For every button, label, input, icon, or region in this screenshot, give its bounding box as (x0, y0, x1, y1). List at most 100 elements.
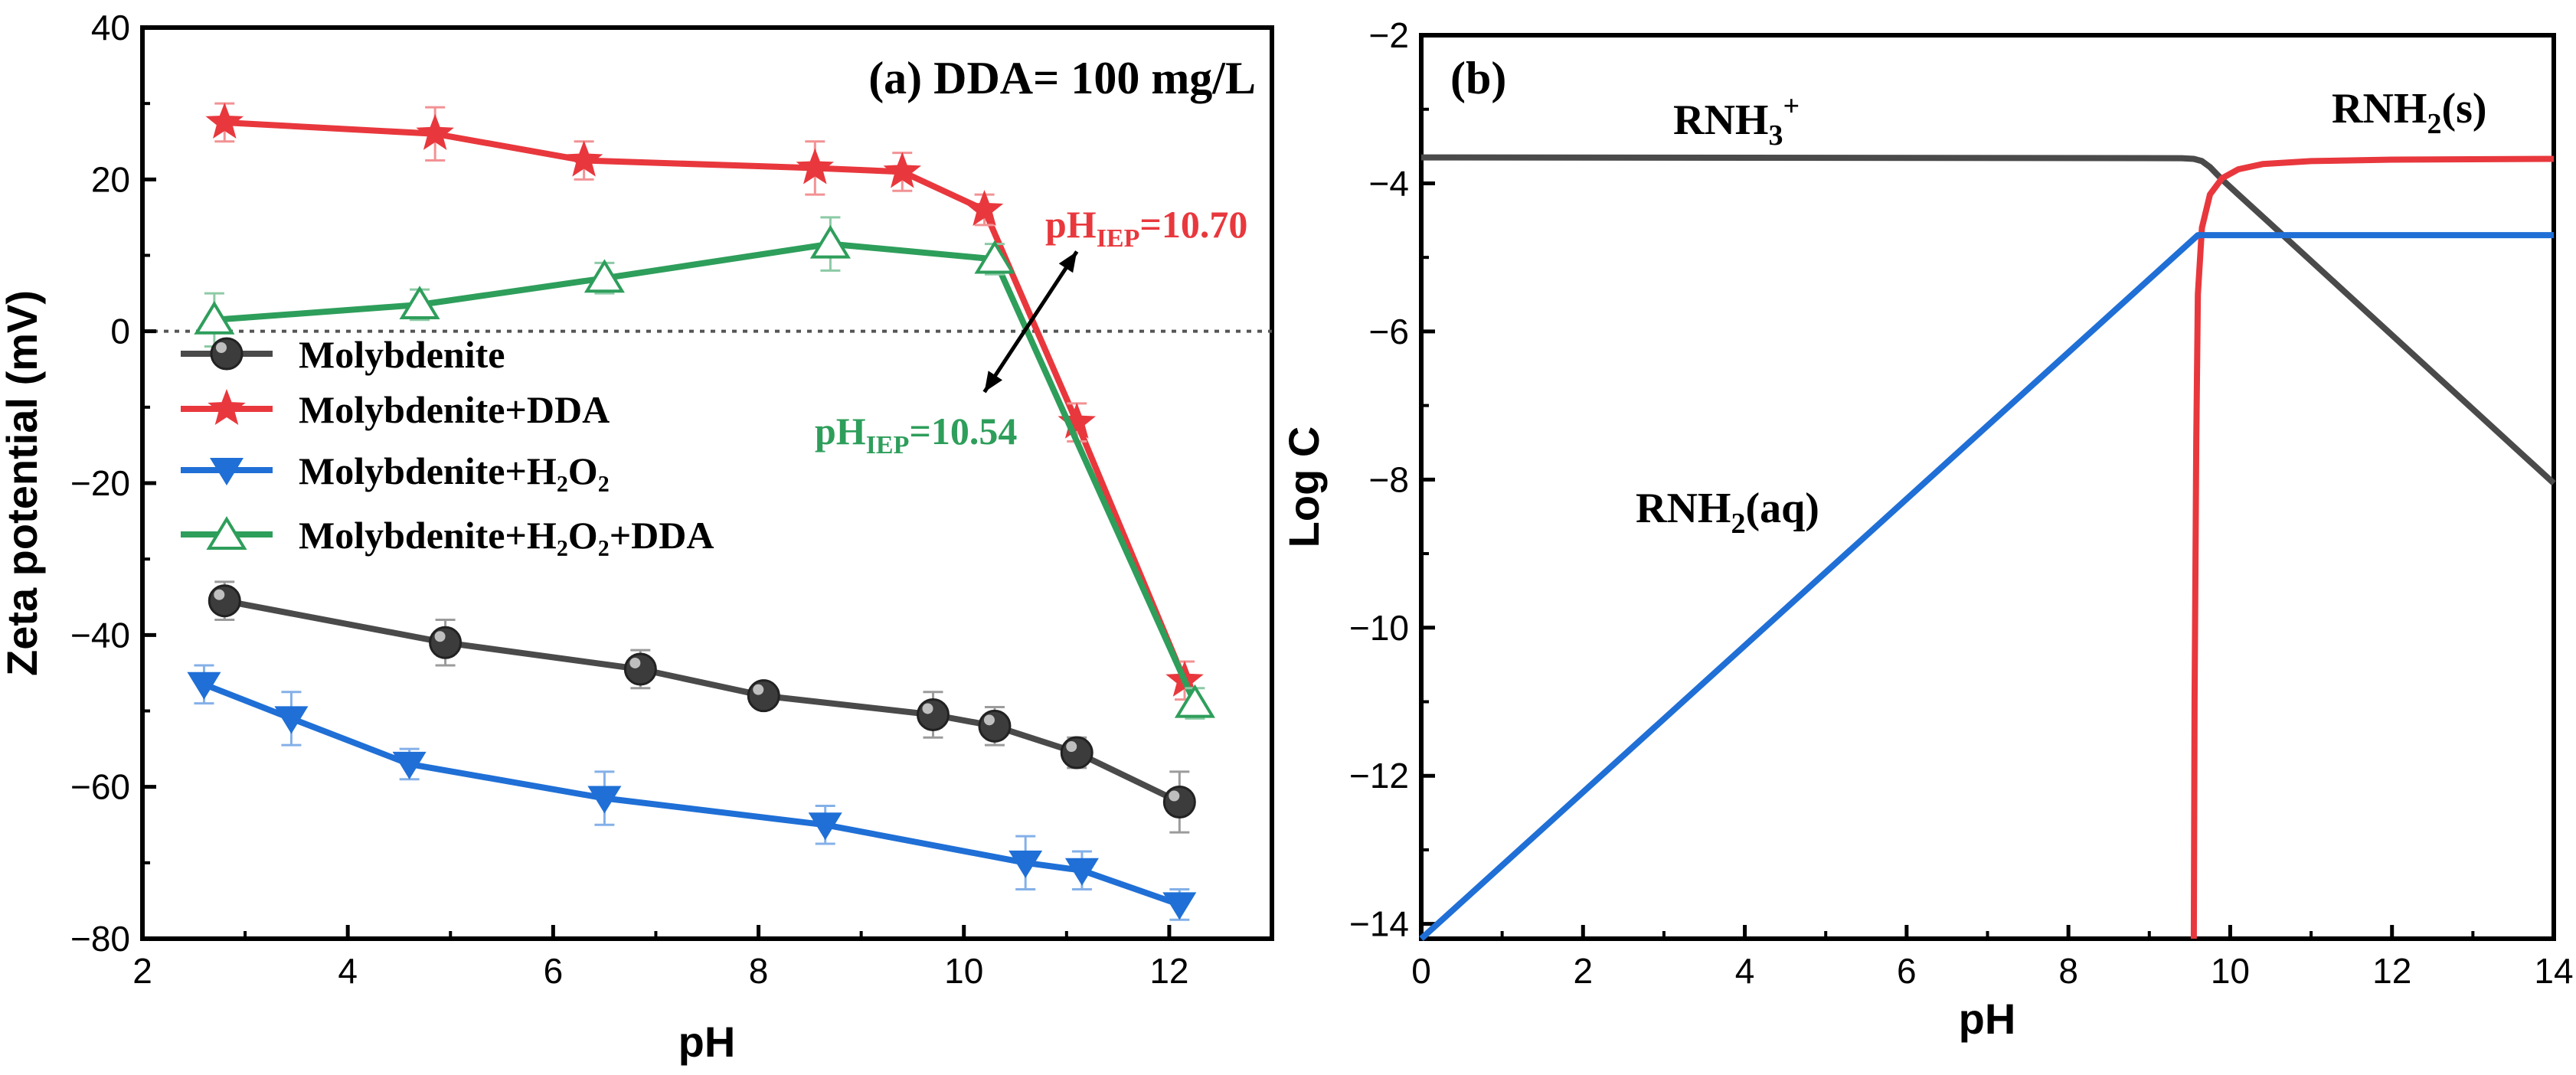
panel-b-frame (1419, 33, 2556, 941)
data-point (747, 679, 780, 713)
legend-triangle-up-marker (206, 516, 247, 550)
curve-rnh3- (1420, 154, 2556, 486)
data-point (392, 751, 427, 779)
data-point (965, 190, 1004, 226)
x-tick-label: 4 (1735, 951, 1755, 991)
y-tick-label: −60 (70, 767, 130, 807)
x-tick-label: 6 (544, 951, 564, 991)
data-point (205, 103, 244, 139)
legend-label-molybdenite: Molybdenite (299, 333, 505, 376)
series-molybdenite-h2o2-dda (194, 216, 1215, 720)
y-tick-label: −12 (1349, 756, 1409, 796)
legend-star-marker (208, 389, 246, 425)
data-point (809, 224, 851, 259)
data-point (584, 259, 625, 293)
label-rnh2-aq: RNH2(aq) (1636, 485, 1819, 540)
label-rnh2aq-rest: (aq) (1745, 485, 1819, 532)
label-rnh2s-sub: 2 (2427, 108, 2441, 140)
data-point (917, 698, 950, 731)
legend-entry-molybdenite: Molybdenite (181, 333, 505, 376)
iep-dda-subscript: IEP (1097, 224, 1140, 253)
series-molybdenite (208, 580, 1196, 834)
y-tick-label: −4 (1369, 163, 1409, 203)
panel-a: 2 4 6 8 10 12 −80 −60 −40 −20 0 20 40 (a) DDA= 100 m… (0, 8, 1274, 1066)
data-point (883, 152, 921, 188)
panel-a-label: (a) DDA= 100 mg/L (868, 53, 1256, 103)
legend-entry-molybdenite-h2o2-dda: Molybdenite+H₂O₂+DDA (181, 514, 714, 557)
y-tick-label: −10 (1349, 608, 1409, 648)
y-tick-label: −2 (1369, 15, 1409, 55)
data-point (187, 671, 221, 700)
data-point (274, 706, 309, 734)
x-tick-label: 0 (1411, 951, 1431, 991)
data-point (974, 240, 1015, 274)
data-point (587, 786, 622, 814)
y-tick-label: −80 (70, 919, 130, 959)
x-tick-label: 8 (2058, 951, 2078, 991)
legend-entry-molybdenite-dda: Molybdenite+DDA (181, 388, 610, 431)
iep-annotation-h2o2-dda: pHIEP=10.54 (815, 410, 1017, 459)
y-tick-label: −6 (1369, 312, 1409, 351)
data-point (429, 626, 463, 659)
data-point (623, 652, 657, 686)
panel-b-xlabel: pH (1959, 995, 2016, 1043)
legend-label-molybdenite-dda: Molybdenite+DDA (299, 388, 610, 431)
label-rnh3-main: RNH (1673, 96, 1768, 144)
x-tick-label: 2 (1573, 951, 1593, 991)
x-tick-label: 2 (132, 951, 152, 991)
panel-a-xlabel: pH (678, 1018, 736, 1066)
data-point (1162, 892, 1197, 920)
data-point (416, 113, 454, 150)
iep-dda-ph: pH (1045, 203, 1097, 246)
iep-h2o2-dda-ph: pH (815, 410, 866, 453)
y-tick-label: 40 (91, 8, 130, 47)
label-rnh2s-main: RNH (2332, 85, 2427, 132)
curve-rnh2-aq- (1419, 232, 2554, 941)
panel-b-ylabel: Log C (1280, 426, 1328, 548)
y-tick-label: −8 (1369, 459, 1409, 499)
y-tick-label: 20 (91, 159, 130, 199)
x-tick-label: 8 (749, 951, 769, 991)
panel-a-ylabel: Zeta potential (mV) (0, 290, 46, 676)
series-line (203, 681, 1181, 908)
curve-rnh2-s- (2190, 155, 2555, 939)
data-point (1008, 850, 1043, 878)
legend: Molybdenite Molybdenite+DDA Molybdenite+… (181, 333, 714, 557)
legend-triangle-down-marker (210, 458, 244, 485)
label-rnh2s-rest: (s) (2441, 85, 2486, 132)
x-tick-label: 12 (2372, 951, 2411, 991)
legend-entry-molybdenite-h2o2: Molybdenite+H₂O₂ (181, 449, 610, 492)
iep-double-arrow (982, 250, 1079, 394)
series-line (224, 119, 1188, 682)
label-rnh2-s: RNH2(s) (2332, 85, 2487, 140)
legend-label-molybdenite-h2o2: Molybdenite+H₂O₂ (299, 449, 610, 492)
label-rnh3-sup: + (1783, 90, 1800, 123)
data-point (808, 812, 842, 841)
x-tick-label: 4 (338, 951, 358, 991)
iep-h2o2-dda-subscript: IEP (866, 431, 910, 459)
series-molybdenite-h2o2 (187, 664, 1197, 921)
data-point (796, 148, 834, 185)
iep-annotation-dda: pHIEP=10.70 (1045, 203, 1247, 253)
y-tick-label: −14 (1349, 904, 1409, 944)
x-tick-label: 10 (944, 951, 983, 991)
series-line (224, 597, 1182, 805)
x-tick-label: 10 (2211, 951, 2250, 991)
iep-h2o2-dda-value: =10.54 (909, 410, 1017, 453)
x-tick-label: 6 (1897, 951, 1917, 991)
data-point (564, 140, 603, 177)
label-rnh2aq-sub: 2 (1731, 508, 1745, 540)
data-point (1174, 684, 1215, 718)
data-point (1060, 736, 1093, 769)
data-point (1162, 786, 1196, 819)
panel-b: 0 2 4 6 8 10 12 14 −14 −12 −10 −8 −6 −4 −2 (b) pH Log … (1280, 15, 2574, 1043)
data-point (1064, 858, 1099, 886)
data-point (208, 584, 241, 618)
label-rnh2aq-main: RNH (1636, 485, 1731, 532)
legend-label-molybdenite-h2o2-dda: Molybdenite+H₂O₂+DDA (299, 514, 714, 557)
data-point (399, 286, 440, 319)
label-rnh3-sub: 3 (1768, 119, 1783, 152)
x-tick-label: 12 (1149, 951, 1188, 991)
iep-dda-value: =10.70 (1139, 203, 1247, 246)
